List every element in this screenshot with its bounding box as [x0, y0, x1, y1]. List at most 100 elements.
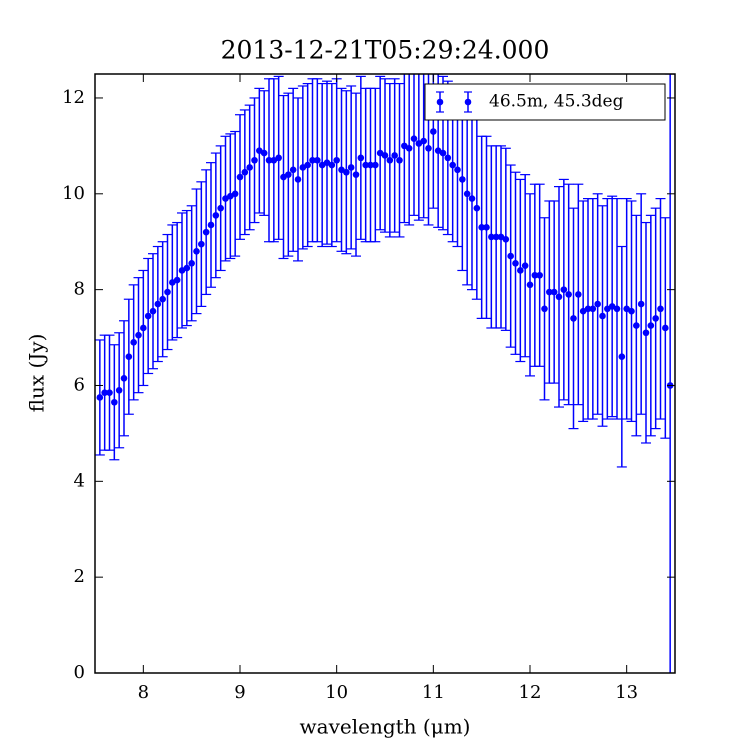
error-bar — [612, 197, 622, 420]
error-bar — [201, 169, 212, 296]
data-point — [106, 389, 113, 396]
y-tick-label: 0 — [74, 662, 85, 683]
error-bar — [283, 92, 294, 257]
error-bar — [558, 178, 569, 401]
error-bar — [650, 207, 661, 430]
data-point — [478, 224, 485, 231]
data-point — [149, 307, 157, 315]
data-point — [555, 293, 563, 301]
y-tick-label: 8 — [74, 279, 85, 300]
error-bar — [355, 75, 366, 240]
data-point — [367, 161, 374, 169]
error-bar — [114, 332, 125, 449]
data-point — [120, 374, 128, 382]
error-bar — [196, 181, 207, 308]
data-point — [570, 315, 577, 322]
error-bar — [225, 133, 236, 260]
data-point — [159, 295, 166, 303]
data-point — [357, 154, 365, 162]
data-point — [347, 164, 355, 171]
data-point — [372, 161, 379, 169]
y-tick-label: 4 — [74, 470, 85, 491]
data-point — [217, 204, 224, 212]
error-bar — [597, 205, 608, 427]
data-point — [343, 168, 350, 176]
y-tick-label: 2 — [74, 566, 85, 587]
data-point — [628, 307, 635, 315]
data-point — [328, 161, 336, 169]
error-bar — [172, 221, 183, 339]
error-bar — [152, 245, 163, 363]
error-bar — [467, 106, 477, 291]
data-point — [144, 312, 152, 320]
data-point — [251, 156, 258, 164]
error-bar — [119, 320, 129, 437]
error-bar — [351, 92, 361, 257]
data-point — [352, 171, 360, 178]
data-point — [96, 394, 104, 401]
data-point — [285, 171, 292, 178]
error-bar — [510, 171, 521, 355]
data-point — [575, 291, 582, 298]
data-point — [193, 248, 200, 255]
error-bar — [230, 130, 241, 257]
error-bar — [389, 78, 400, 233]
data-point — [265, 156, 273, 164]
data-point — [430, 128, 437, 135]
error-bar — [573, 183, 584, 406]
data-point — [275, 154, 282, 162]
data-point — [642, 329, 650, 337]
data-point — [202, 228, 210, 236]
error-bar — [346, 85, 357, 250]
data-point — [546, 288, 553, 296]
data-point — [260, 149, 268, 157]
error-bar — [626, 200, 637, 423]
data-point — [236, 173, 244, 181]
data-point — [652, 315, 659, 322]
error-bar — [148, 253, 158, 370]
data-point — [314, 156, 321, 164]
data-point — [517, 267, 524, 274]
legend-marker — [436, 98, 444, 106]
error-bar — [331, 78, 342, 243]
error-bar — [505, 164, 516, 348]
error-bar — [128, 284, 139, 401]
error-bar — [592, 193, 603, 415]
data-point — [425, 144, 432, 152]
data-point — [125, 353, 133, 361]
data-point — [164, 288, 171, 296]
data-point — [439, 149, 447, 157]
legend-label: 46.5m, 45.3deg — [489, 92, 624, 112]
error-bar — [244, 104, 255, 231]
error-bar — [520, 174, 531, 358]
x-axis-label: wavelength (μm) — [300, 715, 471, 739]
data-point — [420, 137, 427, 145]
error-bar — [660, 217, 671, 439]
data-point — [613, 305, 621, 313]
data-point — [618, 353, 626, 361]
data-point — [521, 262, 529, 269]
data-point — [111, 398, 118, 406]
error-bar — [481, 135, 492, 319]
error-bar — [95, 339, 105, 456]
error-bar — [462, 102, 473, 286]
data-point — [246, 164, 253, 171]
error-bar — [326, 82, 337, 248]
error-bar — [273, 75, 284, 240]
error-bar — [384, 82, 395, 238]
y-tick-label: 10 — [62, 183, 85, 204]
error-bar — [563, 183, 574, 406]
error-bar — [138, 269, 149, 387]
data-point — [536, 271, 543, 279]
data-point — [662, 324, 669, 332]
data-point — [154, 300, 162, 308]
error-bar — [655, 197, 666, 420]
error-bar — [186, 205, 197, 322]
error-bar — [370, 87, 381, 243]
data-point — [405, 144, 413, 152]
error-bar — [123, 298, 134, 415]
data-point — [188, 259, 195, 267]
data-point — [444, 154, 452, 162]
